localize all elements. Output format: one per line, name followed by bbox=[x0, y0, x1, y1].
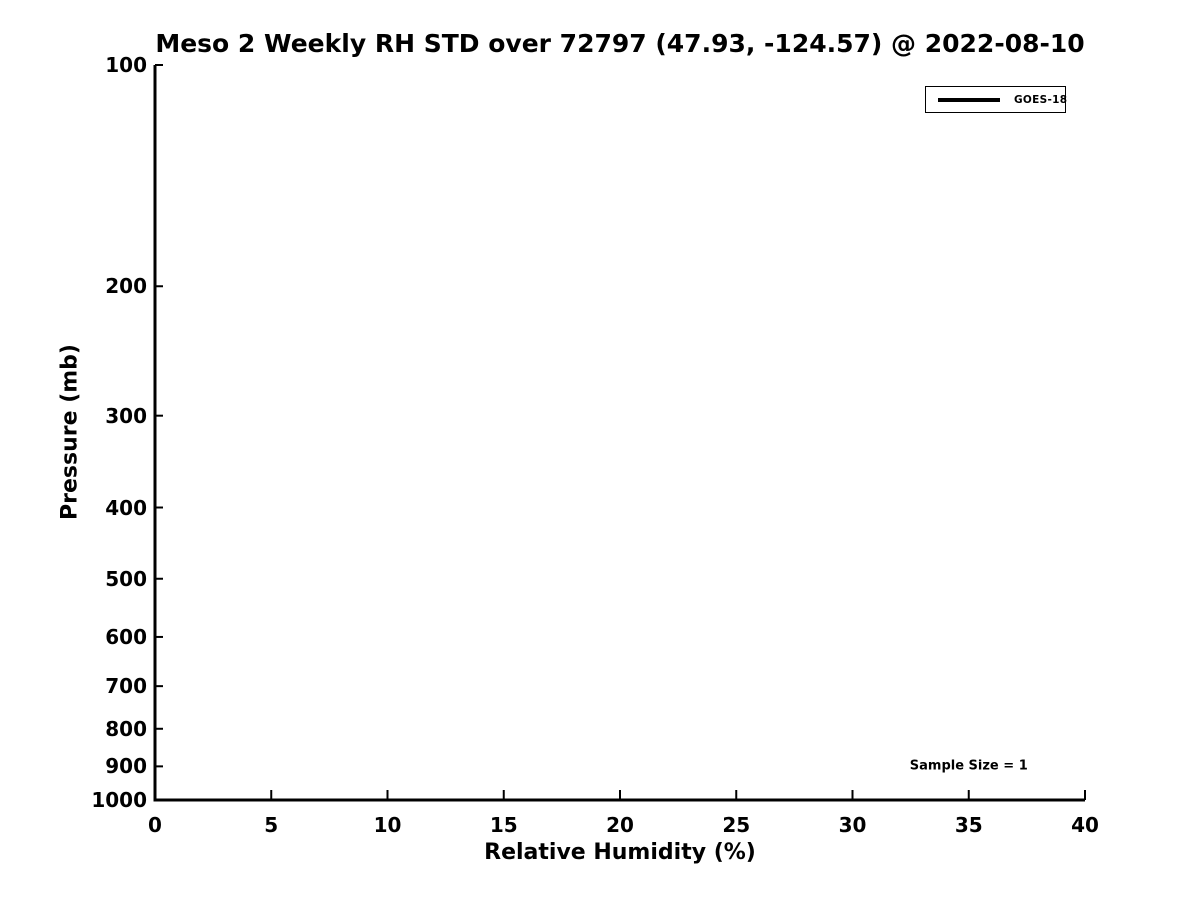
chart-title: Meso 2 Weekly RH STD over 72797 (47.93, … bbox=[155, 29, 1085, 58]
y-tick-label: 700 bbox=[105, 674, 147, 699]
legend-line-icon bbox=[938, 97, 1000, 102]
y-axis-label: Pressure (mb) bbox=[57, 344, 83, 520]
y-tick-label: 100 bbox=[105, 53, 147, 77]
y-tick-label: 600 bbox=[105, 624, 147, 649]
x-tick-label: 25 bbox=[722, 813, 751, 837]
x-tick-label: 10 bbox=[373, 813, 402, 837]
legend-label: GOES-18 bbox=[1014, 93, 1068, 106]
x-tick-label: 0 bbox=[148, 813, 162, 837]
x-tick-label: 5 bbox=[264, 813, 279, 837]
y-tick-label: 400 bbox=[105, 495, 147, 520]
y-tick-label: 900 bbox=[105, 754, 147, 779]
y-tick-label: 200 bbox=[105, 274, 147, 299]
sample-size-annotation: Sample Size = 1 bbox=[909, 758, 1028, 774]
x-tick-label: 20 bbox=[606, 813, 634, 837]
x-tick-label: 15 bbox=[489, 813, 518, 837]
y-tick-label: 500 bbox=[105, 566, 147, 591]
y-tick-label: 1000 bbox=[91, 788, 147, 812]
x-tick-label: 40 bbox=[1071, 813, 1099, 837]
x-axis-label: Relative Humidity (%) bbox=[484, 840, 756, 865]
y-tick-label: 800 bbox=[105, 716, 147, 741]
y-tick-label: 300 bbox=[105, 403, 147, 428]
axis-spines bbox=[153, 65, 1085, 802]
x-tick-label: 30 bbox=[838, 813, 867, 837]
legend: GOES-18 bbox=[925, 86, 1068, 113]
x-tick-label: 35 bbox=[954, 813, 983, 837]
